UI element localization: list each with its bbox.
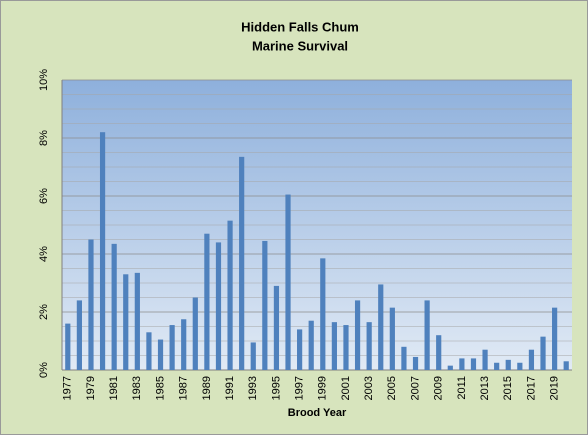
bar [447, 365, 453, 370]
bar [378, 284, 384, 370]
x-tick-label: 2003 [363, 376, 375, 400]
x-tick-label: 1977 [62, 376, 74, 400]
x-tick-label: 2011 [456, 376, 468, 400]
bar [389, 307, 395, 370]
x-tick-label: 1999 [317, 376, 329, 400]
x-tick-label: 1985 [154, 376, 166, 400]
bar [123, 274, 129, 370]
bar [146, 332, 152, 370]
x-tick-label: 2019 [549, 376, 561, 400]
bar [343, 325, 349, 370]
bar [204, 233, 210, 370]
bar [169, 325, 175, 370]
bar [366, 322, 372, 370]
bar [552, 307, 558, 370]
chart-title: Marine Survival [252, 38, 348, 53]
x-tick-label: 2009 [433, 376, 445, 400]
bar [528, 349, 535, 370]
chart-title: Hidden Falls Chum [241, 19, 359, 34]
x-tick-label: 2013 [479, 376, 491, 400]
bar [215, 242, 222, 370]
x-tick-label: 2001 [340, 376, 352, 400]
bar [540, 336, 546, 370]
x-axis-label: Brood Year [288, 407, 347, 419]
x-tick-label: 1993 [247, 376, 259, 400]
x-tick-label: 1989 [201, 376, 213, 400]
bar [76, 300, 82, 370]
bar [65, 323, 71, 370]
x-tick-label: 1987 [178, 376, 190, 400]
bar [250, 342, 256, 370]
y-tick-label: 4% [38, 246, 50, 262]
bar [297, 329, 303, 370]
bar [181, 319, 187, 370]
y-tick-label: 6% [38, 188, 50, 204]
bar [505, 359, 511, 370]
bar [470, 358, 477, 370]
bar [88, 239, 94, 370]
bar [482, 349, 488, 370]
bar [401, 346, 407, 370]
bar [285, 194, 291, 370]
x-tick-label: 2005 [386, 376, 398, 400]
x-tick-label: 2015 [502, 376, 514, 400]
bar [412, 356, 419, 370]
x-tick-label: 1983 [131, 376, 143, 400]
x-tick-label: 1995 [270, 376, 282, 400]
bar [563, 361, 569, 370]
x-tick-label: 1997 [294, 376, 306, 400]
x-tick-label: 1991 [224, 376, 236, 400]
x-tick-label: 1981 [108, 376, 120, 400]
bar [354, 300, 361, 370]
bar [157, 339, 164, 370]
bar [424, 300, 430, 370]
bar [517, 362, 523, 370]
bar [308, 320, 314, 370]
y-tick-label: 2% [38, 304, 50, 320]
bar [494, 362, 500, 370]
y-tick-label: 8% [38, 130, 50, 146]
bar [192, 297, 198, 370]
x-tick-label: 2017 [525, 376, 537, 400]
bar [459, 358, 465, 370]
y-tick-label: 10% [38, 69, 50, 91]
bar [134, 272, 140, 370]
bar [331, 322, 337, 370]
bar [436, 335, 442, 370]
bar [273, 285, 280, 370]
bar [320, 258, 326, 370]
bar [111, 243, 117, 370]
bar [99, 132, 106, 370]
bar [262, 240, 268, 370]
x-tick-label: 2007 [409, 376, 421, 400]
bar [239, 156, 245, 370]
bar [227, 220, 233, 370]
y-tick-label: 0% [38, 362, 50, 378]
x-tick-label: 1979 [85, 376, 97, 400]
